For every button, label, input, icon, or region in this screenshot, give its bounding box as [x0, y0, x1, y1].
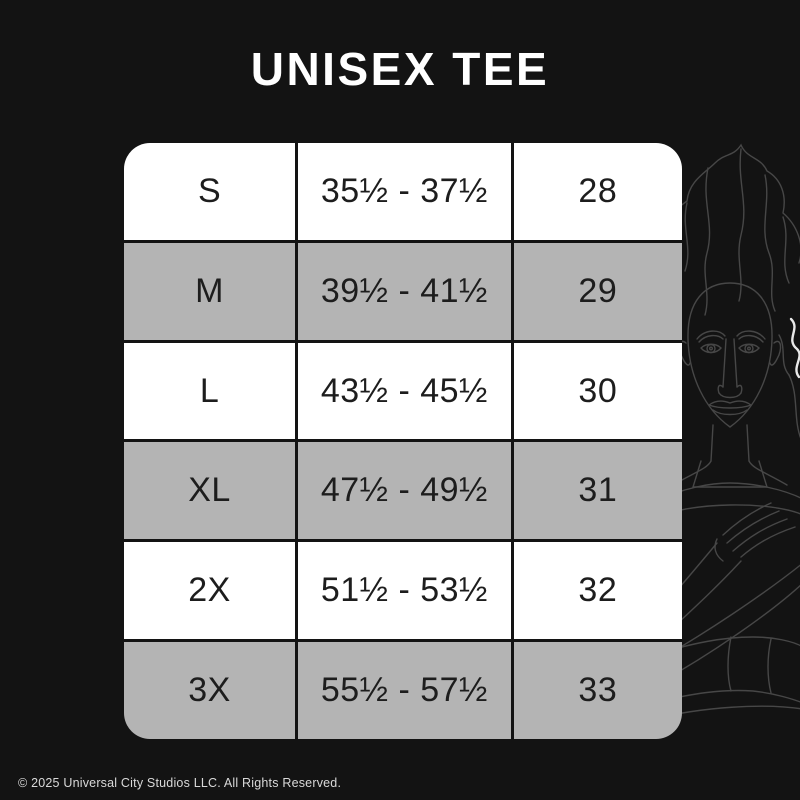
length-cell: 28 — [578, 171, 618, 210]
bride-of-frankenstein-line-art — [653, 143, 800, 720]
length-cell: 30 — [578, 371, 618, 410]
length-cell: 31 — [578, 471, 618, 510]
size-cell: 2X — [124, 542, 299, 640]
size-cell: M — [124, 242, 299, 340]
chest-cell: 47½ - 49½ — [298, 442, 514, 540]
length-cell: 32 — [578, 571, 618, 610]
table-row: S 35½ - 37½ 28 — [124, 143, 682, 240]
table-row: L 43½ - 45½ 30 — [124, 339, 682, 440]
table-row: 2X 51½ - 53½ 32 — [124, 539, 682, 640]
chest-cell: 43½ - 45½ — [298, 342, 514, 440]
size-chart-table: S 35½ - 37½ 28 M 39½ - 41½ 29 L 43½ - 45½ 30 XL 47… — [124, 143, 682, 739]
size-cell: 3X — [124, 642, 299, 739]
chest-cell: 35½ - 37½ — [298, 143, 514, 240]
length-cell: 33 — [578, 671, 618, 710]
size-cell: L — [124, 342, 299, 440]
page-title: UNISEX TEE — [250, 43, 550, 95]
length-cell: 29 — [578, 271, 618, 310]
size-cell: XL — [124, 442, 299, 540]
size-cell: S — [124, 143, 299, 240]
chest-cell: 51½ - 53½ — [298, 542, 514, 640]
copyright-text: © 2025 Universal City Studios LLC. All R… — [18, 776, 342, 790]
chest-cell: 55½ - 57½ — [298, 642, 514, 739]
table-row: XL 47½ - 49½ 31 — [124, 439, 682, 540]
chest-cell: 39½ - 41½ — [298, 242, 514, 340]
table-row: 3X 55½ - 57½ 33 — [124, 639, 682, 739]
table-row: M 39½ - 41½ 29 — [124, 239, 682, 340]
